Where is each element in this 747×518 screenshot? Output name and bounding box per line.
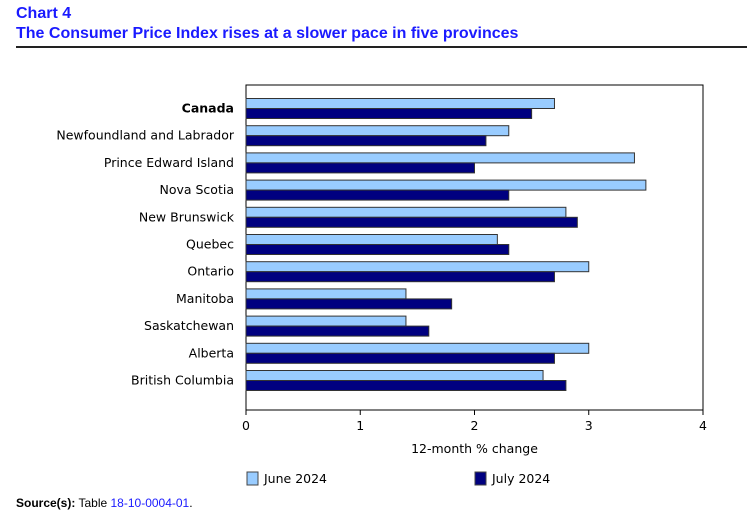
- bar-june: [245, 315, 407, 327]
- category-label: Saskatchewan: [144, 318, 234, 333]
- bar-july: [245, 108, 533, 119]
- source-end: .: [189, 496, 193, 510]
- bar-june: [245, 206, 567, 218]
- bar-july: [245, 380, 567, 391]
- category-label: British Columbia: [131, 373, 234, 388]
- x-tick-label: 0: [242, 418, 250, 433]
- bar-july: [245, 298, 453, 310]
- bar-july: [245, 216, 578, 228]
- category-label: Nova Scotia: [159, 182, 234, 197]
- bar-june: [245, 152, 635, 164]
- x-tick-label: 4: [699, 418, 707, 433]
- bar-july: [245, 244, 510, 255]
- x-tick-label: 1: [356, 418, 364, 433]
- category-label: New Brunswick: [139, 209, 235, 224]
- category-label: Alberta: [189, 345, 234, 360]
- bar-june: [245, 179, 647, 191]
- bar-july: [245, 271, 555, 283]
- legend-swatch: [246, 471, 259, 486]
- bar-july: [245, 325, 430, 337]
- source-note: Source(s): Table 18-10-0004-01.: [16, 496, 193, 510]
- x-tick-label: 2: [471, 418, 479, 433]
- chart-title: The Consumer Price Index rises at a slow…: [16, 25, 519, 42]
- legend-label: June 2024: [263, 471, 327, 486]
- bar-june: [245, 261, 590, 273]
- category-label: Manitoba: [176, 291, 234, 306]
- legend-swatch: [474, 471, 487, 486]
- x-tick-label: 3: [585, 418, 593, 433]
- x-axis-label: 12-month % change: [411, 441, 538, 456]
- legend-label: July 2024: [491, 471, 550, 486]
- category-label: Newfoundland and Labrador: [56, 128, 234, 143]
- bar-june: [245, 342, 590, 354]
- bar-june: [245, 98, 555, 109]
- category-label: Ontario: [187, 264, 234, 279]
- bar-june: [245, 234, 498, 245]
- bar-june: [245, 288, 407, 300]
- bar-july: [245, 189, 510, 201]
- source-text: Table: [78, 496, 108, 510]
- category-label: Prince Edward Island: [104, 155, 234, 170]
- source-label: Source(s):: [16, 496, 76, 510]
- source-table-link[interactable]: 18-10-0004-01: [110, 496, 190, 510]
- bar-july: [245, 352, 555, 364]
- category-label: Quebec: [186, 237, 234, 252]
- chart-number: Chart 4: [16, 5, 72, 22]
- bar-july: [245, 135, 487, 147]
- category-label: Canada: [182, 101, 234, 116]
- bar-july: [245, 162, 475, 174]
- bar-june: [245, 125, 510, 137]
- title-divider: [16, 46, 747, 48]
- bar-june: [245, 370, 544, 381]
